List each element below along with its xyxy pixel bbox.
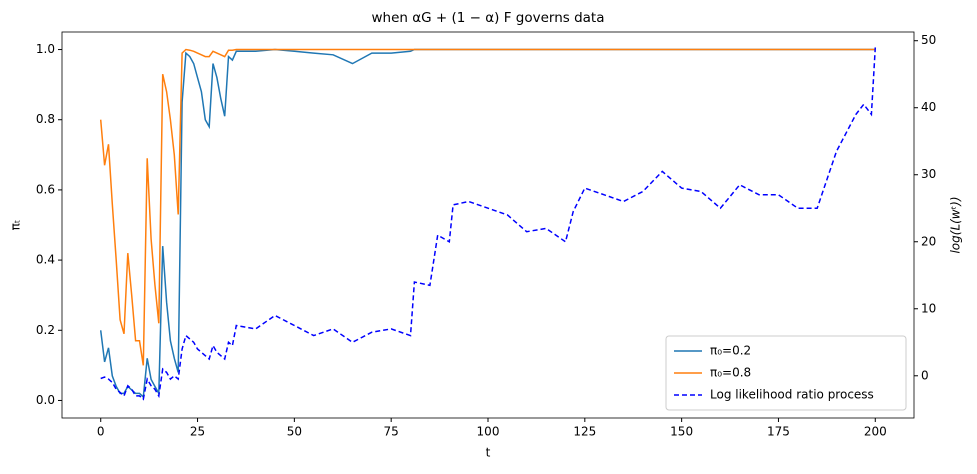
y2-tick-label: 10 <box>921 301 936 315</box>
y2-tick-label: 30 <box>921 167 936 181</box>
legend: π₀=0.2 π₀=0.8 Log likelihood ratio process <box>665 335 907 411</box>
chart-title: when αG + (1 − α) F governs data <box>372 10 605 26</box>
y2-tick-label: 50 <box>921 33 936 47</box>
x-axis-label: t <box>486 446 491 460</box>
legend-label: Log likelihood ratio process <box>710 388 874 402</box>
y-tick-label: 0.8 <box>36 112 55 126</box>
y2-axis-label: log(L(wᵗ)) <box>949 196 963 253</box>
legend-label: π₀=0.2 <box>710 344 751 358</box>
x-tick-label: 200 <box>864 425 887 439</box>
series-line <box>100 47 877 401</box>
x-tick-label: 150 <box>670 425 693 439</box>
x-tick-label: 75 <box>384 425 399 439</box>
y-tick-label: 0.4 <box>36 253 55 267</box>
x-tick-label: 100 <box>477 425 500 439</box>
y-tick-label: 1.0 <box>36 42 55 56</box>
x-tick-label: 175 <box>767 425 790 439</box>
plot-frame <box>61 31 915 419</box>
y-axis-label: πₜ <box>9 220 23 231</box>
y-tick-label: 0.2 <box>36 323 55 337</box>
y-tick-label: 0.6 <box>36 182 55 196</box>
y2-tick-label: 40 <box>921 100 936 114</box>
legend-box <box>665 335 907 411</box>
y2-tick-label: 0 <box>921 368 929 382</box>
x-tick-label: 0 <box>97 425 105 439</box>
legend-label: π₀=0.8 <box>710 366 751 380</box>
series-line <box>99 48 876 366</box>
y-tick-label: 0.0 <box>36 393 55 407</box>
x-tick-label: 25 <box>190 425 205 439</box>
y2-tick-label: 20 <box>921 234 936 248</box>
x-tick-label: 50 <box>287 425 302 439</box>
x-tick-label: 125 <box>573 425 596 439</box>
